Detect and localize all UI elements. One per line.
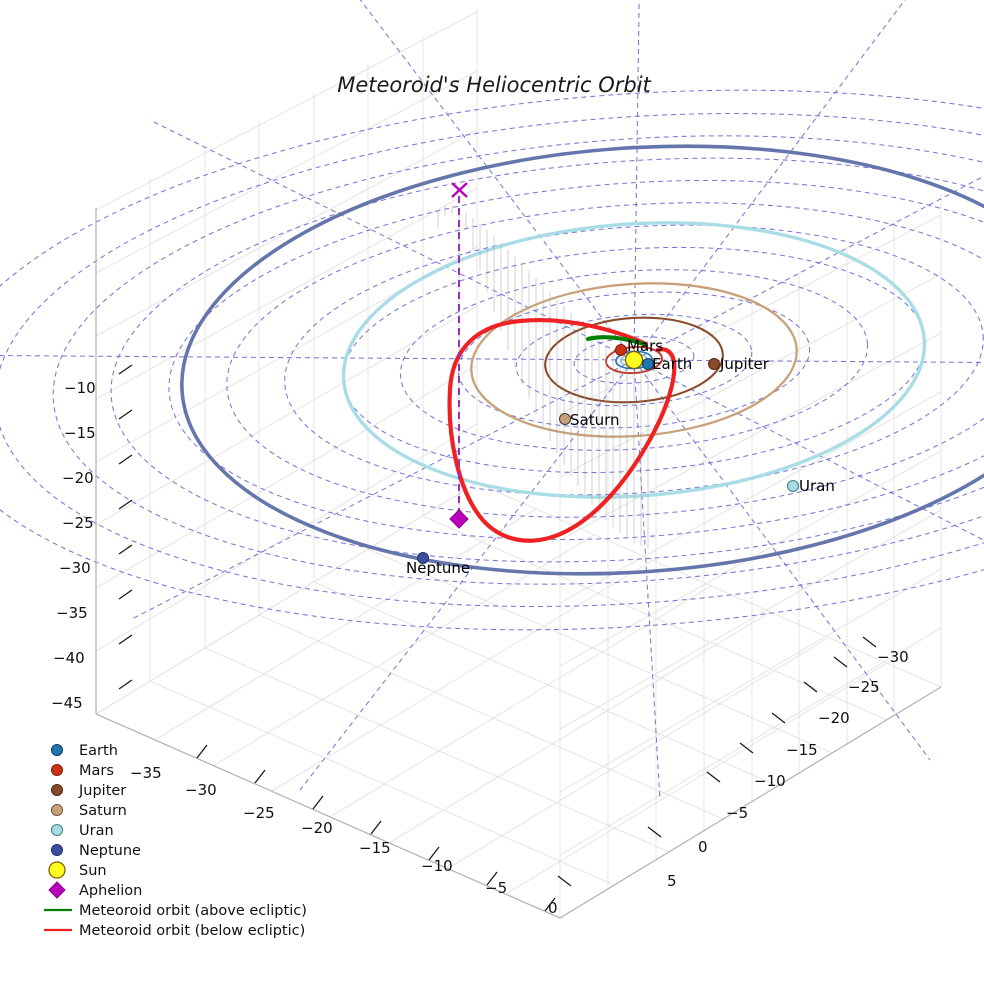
y-tick-label: 5 <box>667 872 677 890</box>
legend-label: Meteoroid orbit (below ecliptic) <box>79 923 305 939</box>
body-markers <box>417 344 800 564</box>
legend: Earth Mars Jupiter Saturn Uran Neptune <box>44 743 307 939</box>
marker-sun <box>624 350 644 370</box>
legend-label: Uran <box>79 823 114 839</box>
ecliptic-guide-spokes <box>0 0 984 801</box>
orbit-ring-saturn <box>470 282 798 438</box>
meteoroid-orbit-above-ecliptic <box>585 335 647 347</box>
y-tick-label: 0 <box>698 838 708 856</box>
x-tick-label: −5 <box>485 879 507 897</box>
marker-mars <box>615 344 627 356</box>
label-uran: Uran <box>799 477 835 495</box>
legend-label: Mars <box>79 763 114 779</box>
z-tick-label: −25 <box>62 514 94 532</box>
marker-earth <box>642 358 654 370</box>
label-jupiter: Jupiter <box>719 355 770 373</box>
marker-neptune <box>417 552 429 564</box>
orbit-ring-jupiter <box>544 316 724 404</box>
legend-item-aphelion[interactable]: Aphelion <box>48 881 142 899</box>
label-neptune: Neptune <box>406 559 470 577</box>
legend-label: Earth <box>79 743 118 759</box>
legend-item-neptune[interactable]: Neptune <box>51 843 142 859</box>
orbit-projection-stems <box>437 205 649 549</box>
x-tick-label: 0 <box>548 899 558 917</box>
legend-item-mars[interactable]: Mars <box>51 763 114 779</box>
label-saturn: Saturn <box>570 411 620 429</box>
x-tick-label: −35 <box>130 764 162 782</box>
y-tick-label: −20 <box>818 709 850 727</box>
legend-item-sun[interactable]: Sun <box>48 861 107 879</box>
x-axis-spine <box>95 713 561 919</box>
x-tick-label: −30 <box>185 781 217 799</box>
y-tick-label: −30 <box>877 648 909 666</box>
x-tick-label: −25 <box>243 804 275 822</box>
x-tick-label: −15 <box>359 839 391 857</box>
marker-uranus <box>786 479 800 493</box>
y-tick-label: −25 <box>848 678 880 696</box>
legend-item-orbit-below[interactable]: Meteoroid orbit (below ecliptic) <box>44 923 305 939</box>
legend-swatch-saturn-icon <box>51 804 63 816</box>
legend-item-uranus[interactable]: Uran <box>50 823 114 839</box>
legend-swatch-aphelion-icon <box>48 881 66 899</box>
legend-swatch-neptune-icon <box>51 844 63 856</box>
x-axis-ticks: −35 −30 −25 −20 −15 −10 −5 0 <box>130 744 558 917</box>
legend-swatch-uranus-icon <box>50 823 64 837</box>
legend-label: Saturn <box>79 803 127 819</box>
legend-swatch-jupiter-icon <box>51 784 63 796</box>
legend-swatch-earth-icon <box>51 744 63 756</box>
ecliptic-guide-ellipses <box>0 89 984 631</box>
z-tick-label: −30 <box>59 559 91 577</box>
legend-item-saturn[interactable]: Saturn <box>51 803 127 819</box>
y-axis-ticks: −30 −25 −20 −15 −10 −5 0 5 <box>557 636 909 890</box>
x-tick-label: −10 <box>421 857 453 875</box>
x-tick-label: −20 <box>301 819 333 837</box>
legend-item-earth[interactable]: Earth <box>51 743 118 759</box>
legend-label: Sun <box>79 863 107 879</box>
y-tick-label: −10 <box>754 772 786 790</box>
page-title: Meteoroid's Heliocentric Orbit <box>337 73 651 97</box>
z-tick-label: −15 <box>64 424 96 442</box>
orbit-ring-neptune <box>180 144 984 576</box>
z-tick-label: −35 <box>56 604 88 622</box>
legend-item-jupiter[interactable]: Jupiter <box>51 783 127 799</box>
legend-label: Aphelion <box>79 883 142 899</box>
axis-spines <box>95 208 942 919</box>
z-tick-label: −45 <box>51 694 83 712</box>
y-tick-label: −15 <box>786 741 818 759</box>
planet-orbit-rings <box>180 144 984 576</box>
marker-saturn <box>559 413 571 425</box>
legend-label: Meteoroid orbit (above ecliptic) <box>79 903 307 919</box>
label-earth: Earth <box>652 355 692 373</box>
marker-jupiter <box>708 358 720 370</box>
z-tick-label: −40 <box>53 649 85 667</box>
body-label-group: Mars Earth Jupiter Saturn Uran Neptune <box>406 337 835 577</box>
z-axis-ticks: −10 −15 −20 −25 −30 −35 −40 −45 <box>51 364 133 712</box>
aphelion-projection-x-marker <box>451 182 468 198</box>
z-tick-label: −20 <box>62 469 94 487</box>
z-tick-label: −10 <box>64 379 96 397</box>
orbit-ring-uranus <box>341 221 927 499</box>
aphelion-marker <box>449 509 469 529</box>
label-mars: Mars <box>627 337 663 355</box>
legend-swatch-sun-icon <box>48 861 66 879</box>
legend-item-orbit-above[interactable]: Meteoroid orbit (above ecliptic) <box>44 903 307 919</box>
legend-swatch-mars-icon <box>51 764 63 776</box>
y-axis-spine <box>559 686 942 919</box>
legend-label: Jupiter <box>78 783 126 799</box>
y-tick-label: −5 <box>726 804 748 822</box>
meteoroid-orbit-below-ecliptic <box>447 318 677 543</box>
legend-label: Neptune <box>79 843 141 859</box>
floor-pane-grid <box>95 482 942 919</box>
